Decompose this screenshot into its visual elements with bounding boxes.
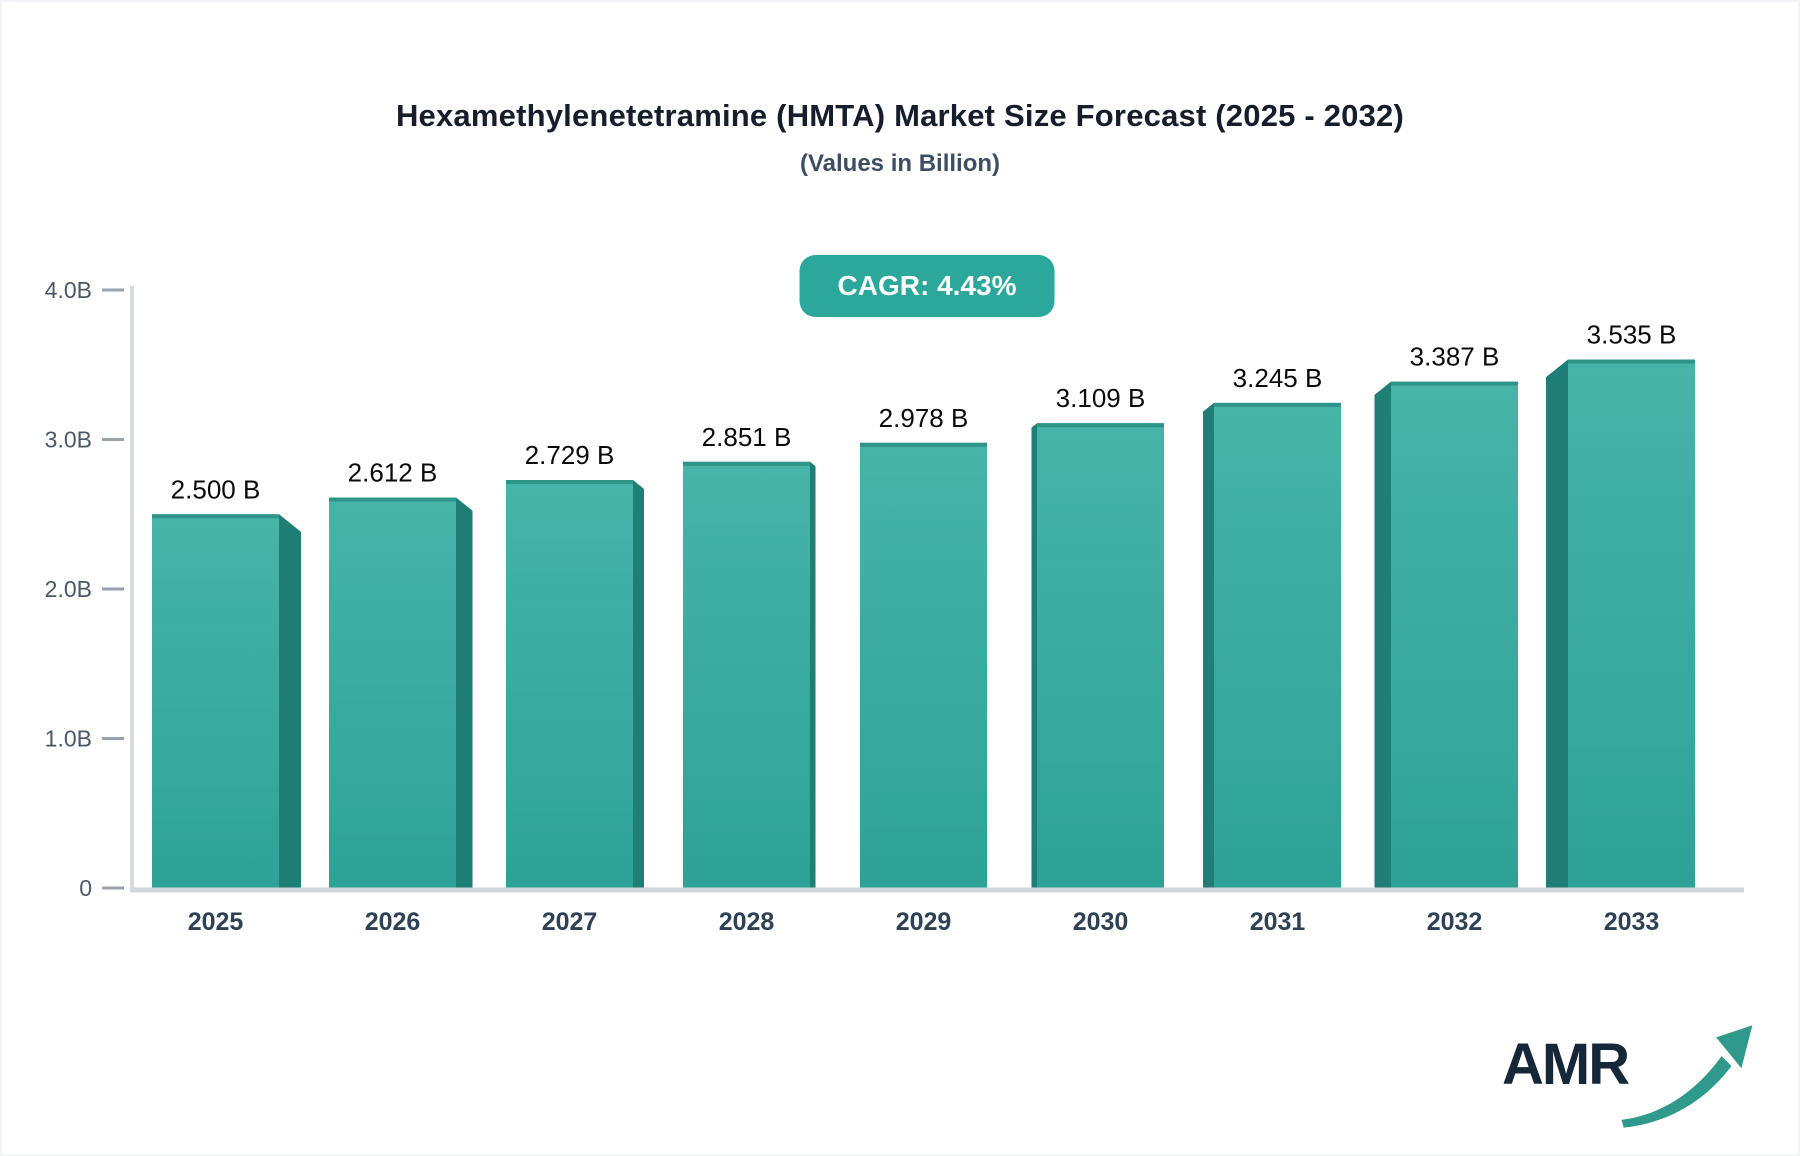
- bar-side-face: [279, 514, 301, 888]
- x-category-label: 2030: [1073, 908, 1129, 936]
- bar-front-face: [683, 461, 810, 888]
- bar-value-label: 3.387 B: [1410, 342, 1500, 372]
- bar-front-face: [1568, 359, 1695, 889]
- x-category-label: 2031: [1250, 908, 1306, 936]
- bar-top-edge: [1391, 381, 1518, 386]
- x-category-label: 2025: [188, 908, 244, 936]
- y-tick-label: 4.0B: [45, 277, 92, 303]
- chart-title: Hexamethylenetetramine (HMTA) Market Siz…: [395, 98, 1405, 133]
- x-category-label: 2027: [542, 908, 598, 936]
- bar-top-edge: [506, 480, 633, 485]
- bar-2028: 2.851 B 2028: [683, 422, 816, 936]
- chart-header: Hexamethylenetetramine (HMTA) Market Siz…: [2, 98, 1798, 178]
- bar-front-face: [860, 442, 987, 888]
- x-category-label: 2029: [896, 908, 952, 936]
- bar-2027: 2.729 B 2027: [506, 440, 644, 936]
- bar-side-face: [456, 497, 473, 888]
- x-category-label: 2032: [1427, 908, 1483, 936]
- y-tick-label: 1.0B: [45, 726, 92, 752]
- bar-top-edge: [683, 461, 810, 466]
- x-category-label: 2033: [1604, 908, 1660, 936]
- bar-top-edge: [152, 514, 279, 519]
- bar-2033: 3.535 B 2033: [1546, 320, 1695, 936]
- x-category-label: 2026: [365, 908, 421, 936]
- bar-2030: 3.109 B 2030: [1031, 383, 1164, 936]
- bar-side-face: [1546, 359, 1568, 889]
- bar-value-label: 3.109 B: [1056, 383, 1146, 413]
- bar-value-label: 2.729 B: [525, 440, 615, 470]
- bar-value-label: 2.851 B: [702, 422, 792, 452]
- bar-top-edge: [1037, 423, 1164, 428]
- bar-2032: 3.387 B 2032: [1374, 342, 1518, 936]
- bar-front-face: [152, 514, 279, 888]
- amr-logo-text: AMR: [1502, 1032, 1630, 1097]
- bar-front-face: [329, 497, 456, 888]
- bar-top-edge: [1568, 359, 1695, 364]
- bar-front-face: [506, 480, 633, 888]
- bar-2029: 2.978 B 2029: [860, 403, 987, 936]
- x-category-label: 2028: [719, 908, 775, 936]
- bar-2026: 2.612 B 2026: [329, 458, 473, 936]
- bar-side-face: [1203, 402, 1214, 888]
- chart-subtitle: (Values in Billion): [799, 150, 1001, 177]
- bar-top-edge: [1214, 402, 1341, 407]
- growth-arrow-icon: [1621, 1025, 1753, 1128]
- bar-value-label: 2.978 B: [879, 403, 969, 433]
- y-tick-label: 2.0B: [45, 576, 92, 602]
- bar-front-face: [1214, 402, 1341, 888]
- bar-side-face: [810, 461, 816, 888]
- y-tick-label: 3.0B: [45, 427, 92, 453]
- bar-side-face: [1031, 423, 1037, 888]
- bar-side-face: [1374, 381, 1391, 888]
- bar-top-edge: [329, 497, 456, 502]
- bar-value-label: 3.245 B: [1233, 363, 1323, 393]
- amr-logo: AMR: [1502, 1022, 1753, 1132]
- bar-front-face: [1037, 423, 1164, 888]
- cagr-badge: CAGR: 4.43%: [799, 255, 1055, 317]
- y-tick-label: 0: [79, 875, 92, 901]
- bar-value-label: 3.535 B: [1587, 320, 1677, 350]
- bar-front-face: [1391, 381, 1518, 888]
- bar-value-label: 2.500 B: [171, 474, 261, 504]
- bar-2025: 2.500 B 2025: [152, 474, 301, 936]
- bar-side-face: [633, 480, 644, 888]
- bar-value-label: 2.612 B: [348, 458, 438, 488]
- bar-2031: 3.245 B 2031: [1203, 363, 1341, 936]
- bar-top-edge: [860, 442, 987, 447]
